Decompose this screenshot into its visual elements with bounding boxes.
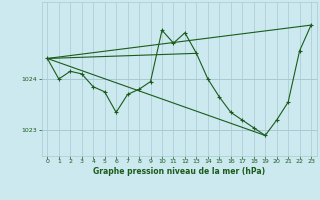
X-axis label: Graphe pression niveau de la mer (hPa): Graphe pression niveau de la mer (hPa) <box>93 167 265 176</box>
